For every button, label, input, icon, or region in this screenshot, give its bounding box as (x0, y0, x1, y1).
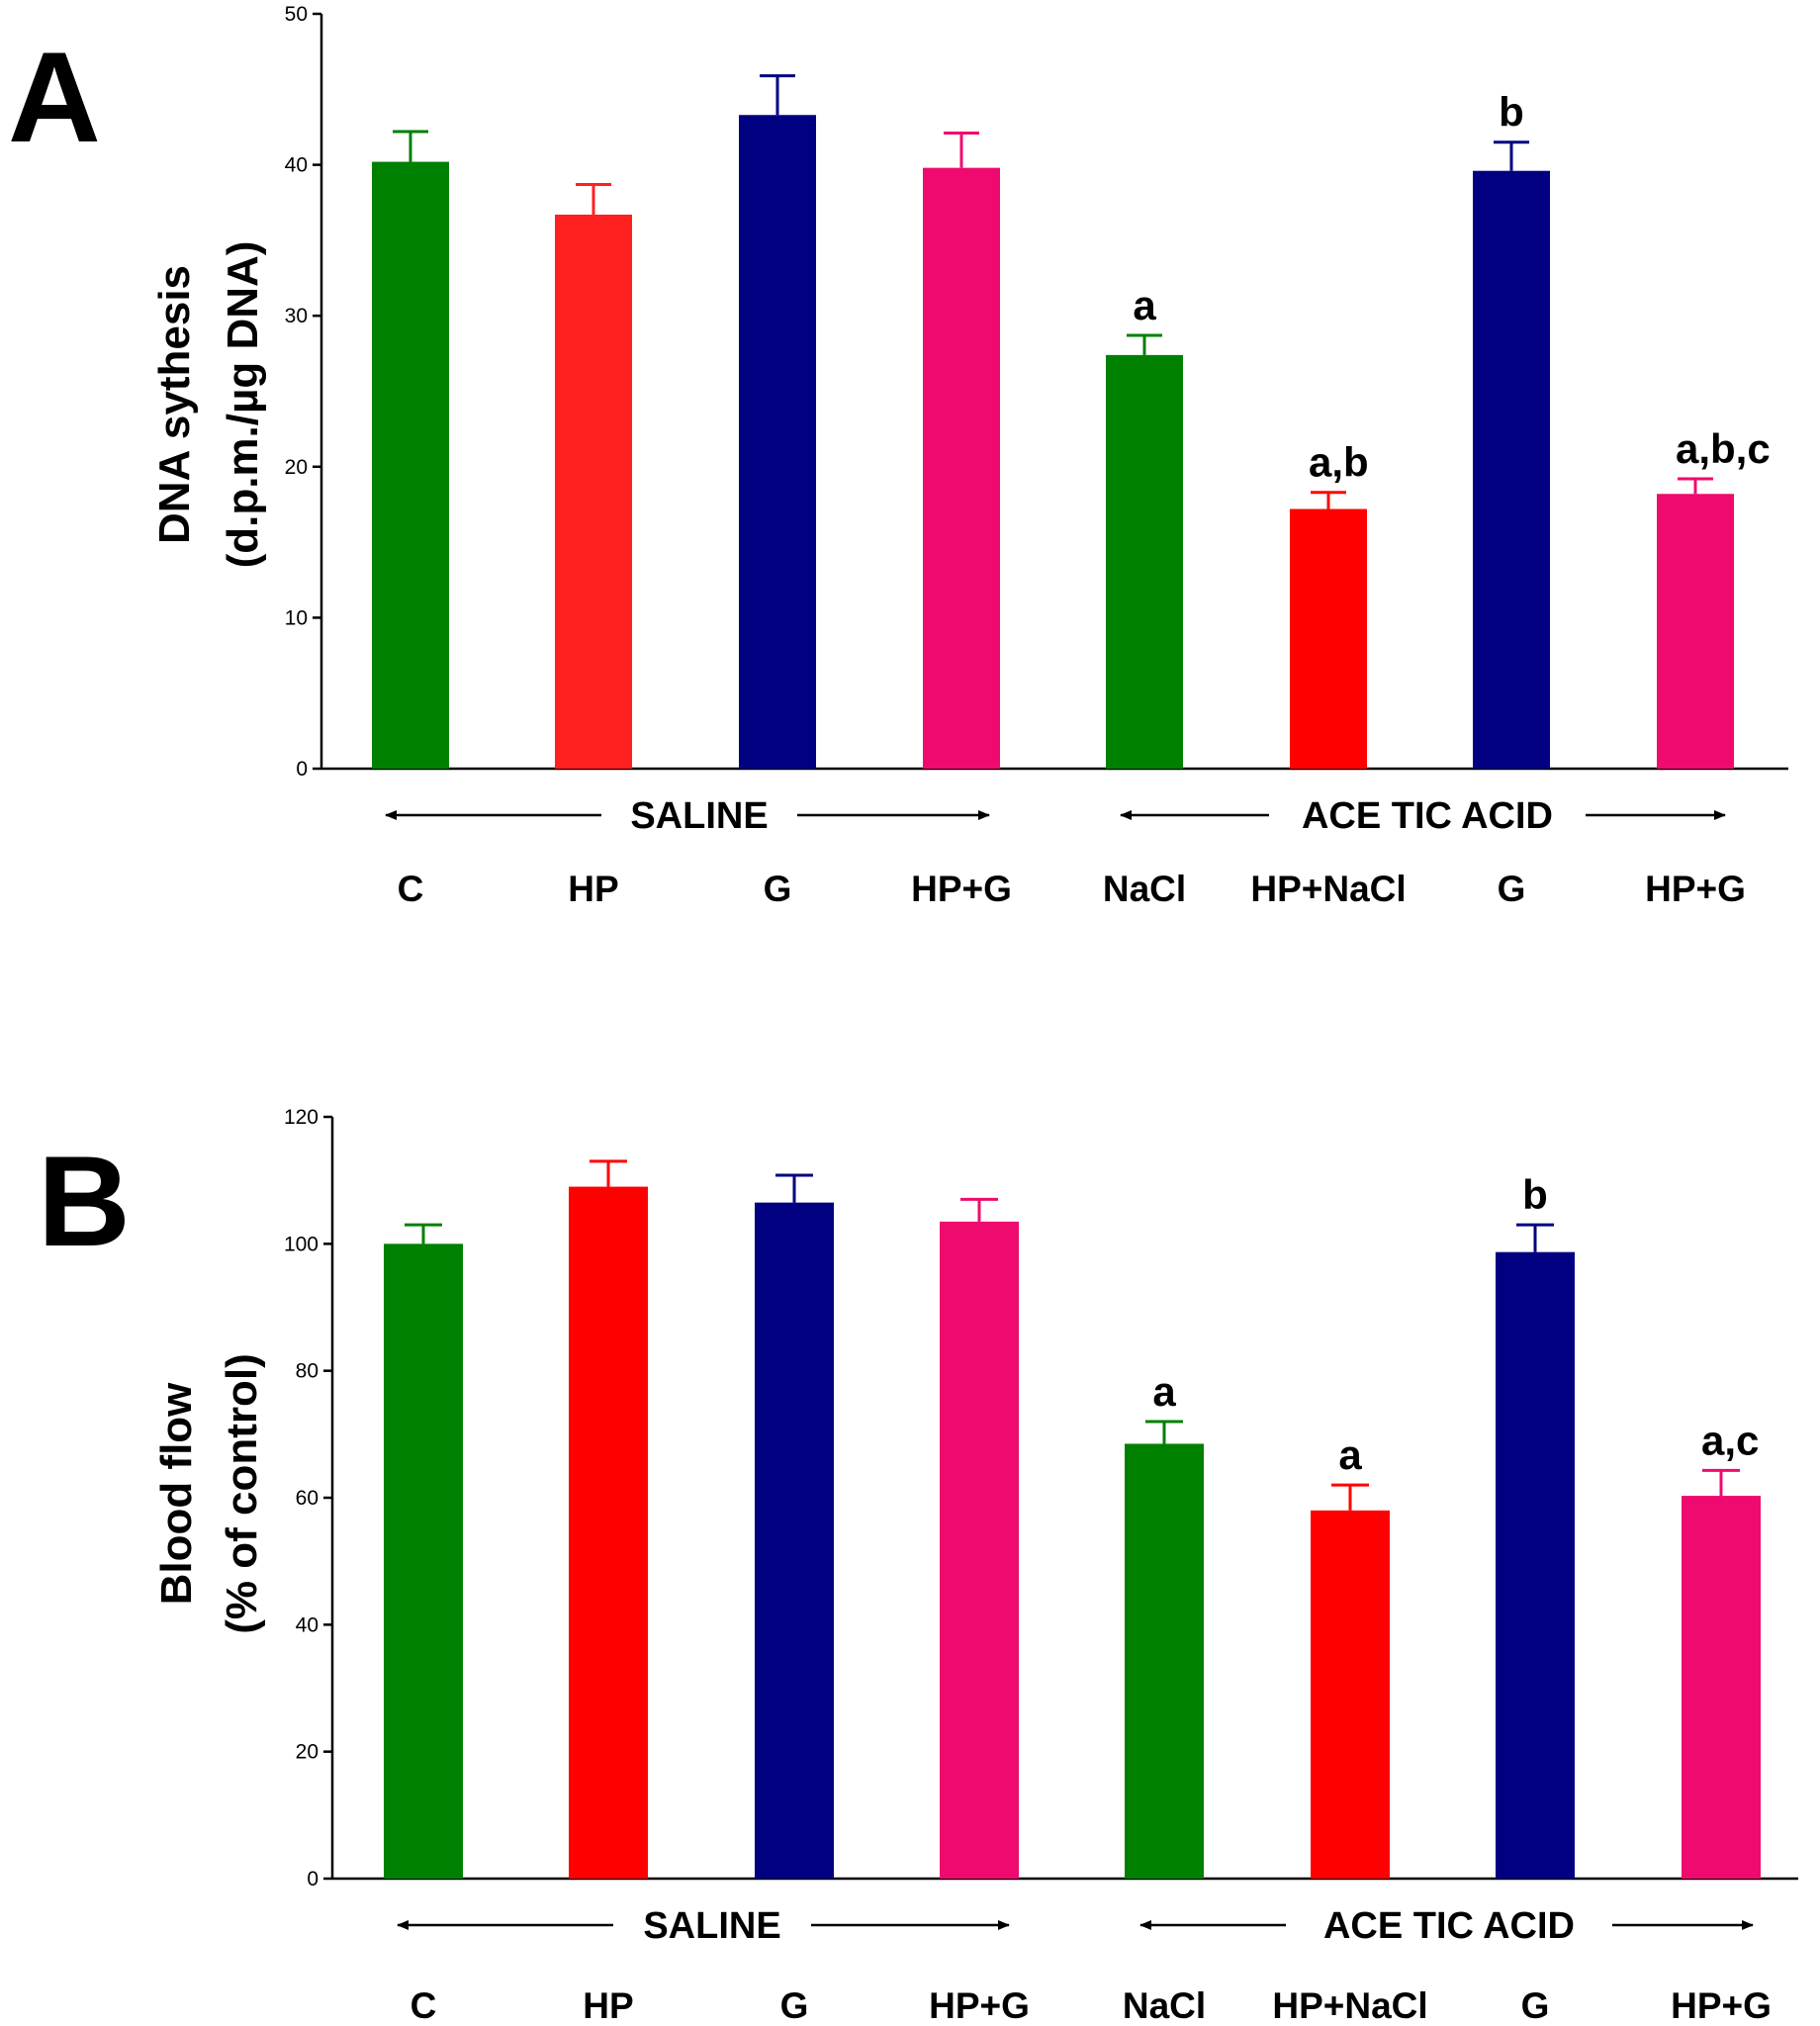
category-label: G (1498, 869, 1526, 909)
category-label: C (398, 869, 424, 909)
bar (555, 214, 632, 769)
significance-label: a,b,c (1676, 425, 1771, 472)
category-label: G (1521, 1985, 1550, 2026)
group-label: ACE TIC ACID (1302, 795, 1553, 837)
y-tick-label: 20 (285, 456, 308, 479)
panel-a-letter: A (8, 25, 101, 169)
category-label: HP+NaCl (1272, 1985, 1427, 2026)
category-label: HP (583, 1985, 633, 2026)
category-label: NaCl (1103, 869, 1186, 909)
y-tick-label: 60 (296, 1487, 318, 1510)
significance-label: b (1499, 89, 1524, 136)
significance-label: a,c (1701, 1417, 1759, 1463)
bar (755, 1202, 834, 1879)
group-label: SALINE (630, 795, 768, 837)
bar (1290, 508, 1367, 769)
panel-b-ylabel-line2: (% of control) (218, 1353, 266, 1634)
bar (923, 167, 1000, 770)
bar (940, 1221, 1019, 1879)
category-label: G (780, 1985, 809, 2026)
panel-a-ylabel-line1: DNA sythesis (150, 265, 199, 544)
bar (569, 1186, 648, 1879)
category-label: HP+G (929, 1985, 1030, 2026)
y-tick-label: 120 (284, 1106, 318, 1129)
bar (1473, 170, 1550, 770)
y-tick-label: 80 (296, 1360, 318, 1383)
bar (1125, 1443, 1204, 1879)
significance-label: b (1522, 1171, 1548, 1218)
category-label: HP+G (1645, 869, 1746, 909)
group-label: SALINE (643, 1905, 780, 1947)
panel-b-labels: C HP G HP+G NaCl HP+NaCl G HP+G SALINE ACE TIC AC… (397, 1905, 1772, 2026)
panel-a: A DNA sythesis (d.p.m./µg DNA) 0 10 20 30 40… (8, 3, 1788, 909)
bar (1682, 1496, 1761, 1879)
y-tick-label: 0 (296, 758, 308, 781)
category-label: G (764, 869, 792, 909)
bar (1311, 1510, 1390, 1879)
category-label: HP+G (911, 869, 1012, 909)
y-tick-label: 0 (307, 1868, 318, 1890)
significance-label: a (1133, 282, 1156, 328)
significance-label: a (1338, 1431, 1362, 1478)
bar (1106, 354, 1183, 769)
panel-b-y-ticks: 0 20 40 60 80 100 120 (284, 1106, 332, 1890)
bar (1496, 1251, 1575, 1879)
panel-b-letter: B (38, 1129, 131, 1273)
panel-a-labels: C HP G HP+G NaCl HP+NaCl G HP+G SALINE ACE TIC AC… (385, 795, 1746, 909)
panel-b-ylabel-line1: Blood flow (152, 1382, 201, 1606)
category-label: C (410, 1985, 437, 2026)
y-tick-label: 40 (296, 1613, 318, 1636)
bar (1657, 494, 1734, 769)
y-tick-label: 10 (285, 606, 308, 629)
significance-label: a,b (1309, 439, 1369, 486)
y-tick-label: 20 (296, 1741, 318, 1764)
group-label: ACE TIC ACID (1323, 1905, 1575, 1947)
category-label: NaCl (1123, 1985, 1206, 2026)
category-label: HP+NaCl (1250, 869, 1406, 909)
panel-a-ylabel-line2: (d.p.m./µg DNA) (219, 241, 267, 569)
bar (739, 115, 816, 769)
bar (372, 161, 449, 770)
y-tick-label: 100 (284, 1233, 318, 1255)
bar (384, 1243, 463, 1879)
significance-label: a (1152, 1368, 1176, 1415)
category-label: HP (568, 869, 618, 909)
panel-b: B Blood flow (% of control) 0 20 40 60 80 100… (38, 1106, 1798, 2026)
panel-b-bars: a a b a,c (384, 1159, 1761, 1879)
y-tick-label: 40 (285, 154, 308, 177)
y-tick-label: 30 (285, 305, 308, 327)
panel-a-y-ticks: 0 10 20 30 40 50 (285, 3, 321, 781)
panel-a-bars: a a,b b a,b,c (372, 74, 1771, 770)
category-label: HP+G (1671, 1985, 1772, 2026)
y-tick-label: 50 (285, 3, 308, 26)
